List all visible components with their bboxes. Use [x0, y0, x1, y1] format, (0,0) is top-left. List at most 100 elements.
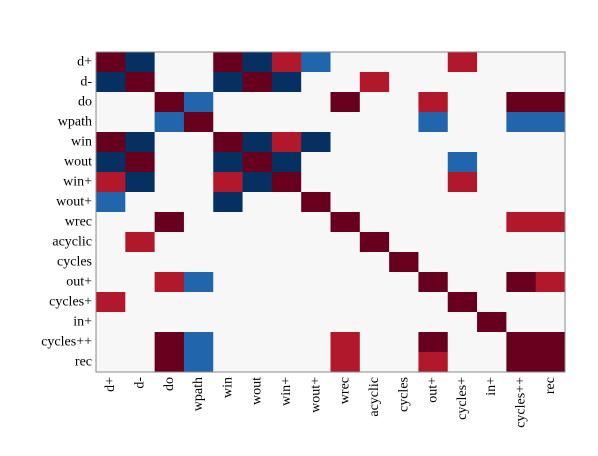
heatmap-cell [477, 332, 507, 353]
heatmap-cell [535, 52, 566, 73]
row-label: cycles [57, 255, 92, 270]
column-label: cycles++ [514, 377, 529, 428]
heatmap-cell [183, 312, 214, 333]
heatmap-cell [301, 172, 331, 193]
heatmap-cell [477, 72, 507, 93]
heatmap-cell [330, 332, 361, 353]
heatmap-cell [535, 132, 566, 153]
heatmap-cells [96, 52, 566, 373]
row-label: d- [80, 75, 92, 90]
heatmap-cell [96, 132, 126, 153]
heatmap-cell [330, 292, 361, 313]
heatmap-cell [271, 292, 302, 313]
heatmap-cell [535, 152, 566, 173]
heatmap-cell [125, 152, 156, 173]
heatmap-cell [418, 332, 449, 353]
heatmap-cell [301, 72, 331, 93]
heatmap-cell [389, 112, 419, 133]
heatmap-cell [183, 292, 214, 313]
heatmap-cell [183, 232, 214, 253]
heatmap-cell [96, 292, 126, 313]
heatmap-cell [154, 172, 185, 193]
heatmap-cell [506, 312, 537, 333]
heatmap-cell [271, 272, 302, 293]
heatmap-cell [506, 352, 537, 373]
heatmap-cell [183, 132, 214, 153]
heatmap-cell [506, 152, 537, 173]
heatmap-cell [477, 292, 507, 313]
heatmap-cell [447, 192, 478, 213]
heatmap-cell [213, 172, 243, 193]
heatmap-cell [330, 252, 361, 273]
row-label: wout [64, 155, 92, 170]
heatmap-cell [96, 232, 126, 253]
heatmap-cell [389, 252, 419, 273]
heatmap-cell [535, 72, 566, 93]
column-label: cycles+ [455, 377, 470, 420]
heatmap-cell [477, 352, 507, 373]
heatmap-cell [418, 112, 449, 133]
heatmap-cell [213, 52, 243, 73]
heatmap-cell [183, 112, 214, 133]
heatmap-cell [154, 292, 185, 313]
heatmap-cell [330, 172, 361, 193]
heatmap-cell [506, 192, 537, 213]
heatmap-cell [183, 212, 214, 233]
heatmap-cell [183, 72, 214, 93]
heatmap-cell [477, 312, 507, 333]
heatmap-cell [535, 92, 566, 113]
heatmap-cell [96, 212, 126, 233]
heatmap-cell [96, 92, 126, 113]
heatmap-cell [301, 52, 331, 73]
row-label: in+ [73, 315, 92, 330]
heatmap-cell [418, 132, 449, 153]
heatmap-cell [125, 112, 156, 133]
row-label: win [71, 135, 92, 150]
heatmap-cell [418, 52, 449, 73]
heatmap-cell [535, 312, 566, 333]
column-label: wout+ [308, 377, 323, 413]
heatmap-cell [242, 72, 273, 93]
heatmap-cell [330, 212, 361, 233]
heatmap-cell [125, 192, 156, 213]
heatmap-cell [242, 52, 273, 73]
heatmap-cell [359, 352, 390, 373]
heatmap-cell [447, 172, 478, 193]
heatmap-cell [330, 232, 361, 253]
heatmap-cell [96, 52, 126, 73]
heatmap-cell [242, 112, 273, 133]
heatmap-cell [359, 72, 390, 93]
heatmap-cell [271, 72, 302, 93]
column-label: win [220, 377, 235, 398]
heatmap-cell [506, 172, 537, 193]
heatmap-cell [477, 272, 507, 293]
heatmap-cell [242, 172, 273, 193]
heatmap-cell [213, 72, 243, 93]
heatmap-cell [213, 212, 243, 233]
heatmap-cell [96, 112, 126, 133]
heatmap-cell [154, 152, 185, 173]
heatmap-cell [154, 212, 185, 233]
heatmap-cell [506, 72, 537, 93]
heatmap-cell [154, 72, 185, 93]
row-label: out+ [66, 275, 92, 290]
heatmap-cell [242, 272, 273, 293]
heatmap-cell [330, 52, 361, 73]
heatmap-cell [418, 252, 449, 273]
heatmap-cell [535, 292, 566, 313]
heatmap-cell [535, 332, 566, 353]
heatmap-cell [477, 132, 507, 153]
heatmap-cell [359, 52, 390, 73]
heatmap-cell [183, 92, 214, 113]
heatmap-cell [271, 252, 302, 273]
column-label: cycles [396, 377, 411, 412]
heatmap-cell [183, 52, 214, 73]
heatmap-cell [183, 152, 214, 173]
heatmap-cell [389, 332, 419, 353]
heatmap-cell [447, 152, 478, 173]
heatmap-cell [447, 212, 478, 233]
heatmap-cell [477, 252, 507, 273]
row-label: wpath [58, 115, 92, 130]
heatmap-cell [213, 152, 243, 173]
heatmap-cell [389, 272, 419, 293]
